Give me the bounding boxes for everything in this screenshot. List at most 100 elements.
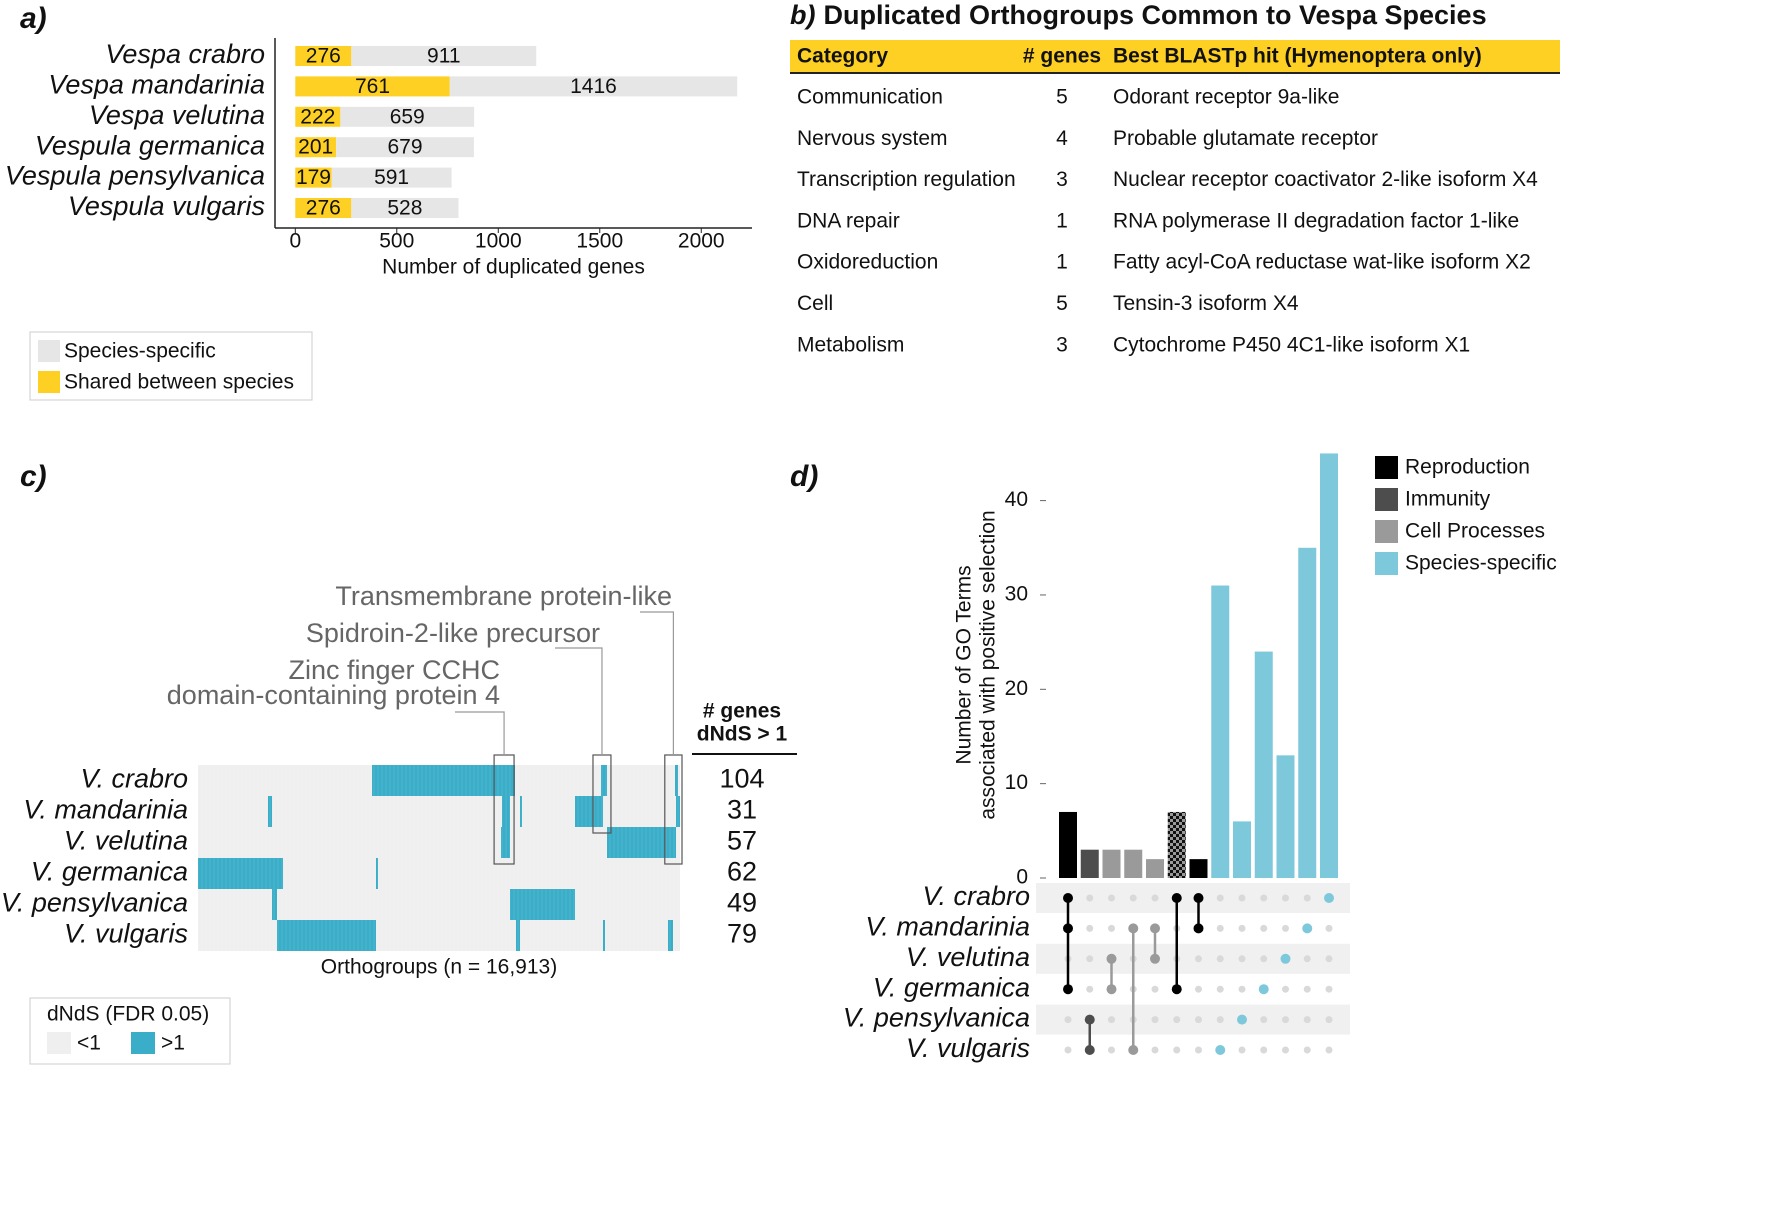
matrix-dot [1064, 1016, 1072, 1024]
matrix-dot [1282, 985, 1289, 993]
matrix-dot-active [1063, 984, 1073, 995]
bar-segment [351, 46, 537, 66]
data-label: 911 [427, 45, 460, 68]
table-cell: RNA polymerase II degradation factor 1-l… [1113, 209, 1519, 232]
heatmap-cell [668, 920, 673, 951]
bar [1298, 547, 1317, 878]
matrix-dot [1195, 1016, 1202, 1024]
matrix-dot [1260, 894, 1268, 902]
table-header-band [790, 40, 1560, 73]
annotation-leader [455, 711, 505, 755]
table-header: # genes [1023, 45, 1101, 68]
heatmap-cell [602, 920, 605, 951]
data-label: 222 [300, 105, 335, 128]
table-cell: Transcription regulation [797, 168, 1016, 191]
x-tick-label: 2000 [678, 230, 725, 253]
matrix-stripe [1036, 883, 1350, 913]
data-label: 276 [306, 45, 341, 68]
bar [1146, 859, 1164, 878]
count: 31 [727, 795, 757, 825]
matrix-dot [1195, 1046, 1202, 1054]
y-tick-label: 10 [1005, 771, 1028, 794]
table-cell: Nuclear receptor coactivator 2-like isof… [1113, 168, 1538, 191]
matrix-dot-active [1171, 893, 1182, 903]
legend-label: Shared between species [64, 371, 294, 394]
bar-segment [295, 198, 352, 218]
panel-label: d) [790, 460, 818, 493]
bar [1059, 811, 1077, 878]
matrix-dot [1129, 894, 1137, 902]
set-label: V. velutina [906, 942, 1030, 972]
heatmap-row [198, 827, 680, 858]
matrix-dot [1108, 894, 1115, 902]
set-label: V. vulgaris [906, 1033, 1030, 1063]
matrix-dot-active [1237, 1014, 1247, 1025]
table-cell: 3 [1056, 333, 1068, 356]
bar [1211, 585, 1230, 878]
matrix-dot [1151, 985, 1159, 993]
legend-swatch [38, 340, 60, 362]
table-cell: Nervous system [797, 127, 948, 150]
bar [1167, 811, 1186, 878]
table-cell: 1 [1056, 209, 1068, 232]
matrix-dot [1086, 985, 1094, 993]
bar [1276, 755, 1295, 878]
data-label: 1416 [570, 75, 617, 98]
y-tick-label: 30 [1005, 583, 1028, 606]
table-cell: 3 [1056, 168, 1068, 191]
data-label: 659 [390, 105, 425, 128]
legend-box [29, 997, 231, 1065]
matrix-dot [1195, 955, 1202, 963]
legend-label: Immunity [1405, 488, 1491, 511]
category-label: Vespa crabro [105, 39, 265, 69]
table-cell: Communication [797, 86, 943, 109]
table-cell: Cell [797, 292, 833, 315]
bar [1102, 849, 1121, 878]
matrix-dot [1216, 985, 1224, 993]
matrix-dot [1303, 955, 1311, 963]
data-label: 201 [298, 136, 333, 159]
matrix-dot [1238, 955, 1246, 963]
table-cell: 1 [1056, 251, 1068, 274]
matrix-dot [1195, 985, 1202, 993]
legend-swatch [1375, 488, 1398, 511]
panel-label: a) [20, 2, 47, 35]
legend-label: Reproduction [1405, 456, 1530, 479]
matrix-dot-active [1106, 984, 1117, 995]
row-label: V. mandarinia [23, 795, 188, 825]
annotation-text: domain-containing protein 4 [167, 680, 500, 710]
bar-segment [336, 137, 474, 158]
table-cell: Odorant receptor 9a-like [1113, 86, 1339, 109]
matrix-dot [1151, 1046, 1159, 1054]
count: 104 [719, 764, 764, 794]
table-header: Category [797, 45, 888, 68]
table-title: b) Duplicated Orthogroups Common to Vespa… [790, 0, 1487, 30]
table-cell: 4 [1056, 127, 1068, 150]
matrix-dot-active [1171, 984, 1182, 995]
matrix-dot [1303, 894, 1311, 902]
matrix-dot-active [1084, 1014, 1095, 1025]
panel-label: b) [790, 0, 815, 30]
legend-label: Cell Processes [1405, 520, 1545, 543]
matrix-dot-active [1084, 1045, 1095, 1055]
set-label: V. crabro [922, 881, 1030, 911]
heatmap-row [198, 889, 680, 920]
data-label: 528 [387, 197, 422, 220]
set-label: V. mandarinia [865, 912, 1030, 942]
bar [1189, 859, 1208, 878]
annotation-text: Spidroin-2-like precursor [306, 618, 600, 648]
x-tick-label: 1500 [576, 230, 623, 253]
legend-title: dNdS (FDR 0.05) [47, 1003, 209, 1026]
legend-label: <1 [77, 1032, 101, 1055]
heatmap-cell [575, 796, 603, 827]
panel-label: c) [20, 460, 47, 493]
bar-segment [295, 76, 450, 97]
bar-segment [295, 137, 337, 158]
matrix-dot [1238, 985, 1246, 993]
table-cell: Probable glutamate receptor [1113, 127, 1378, 150]
count: 57 [727, 826, 757, 856]
matrix-dot [1238, 924, 1246, 932]
annotation-leader [555, 647, 603, 755]
x-axis-label: Number of duplicated genes [382, 256, 645, 279]
